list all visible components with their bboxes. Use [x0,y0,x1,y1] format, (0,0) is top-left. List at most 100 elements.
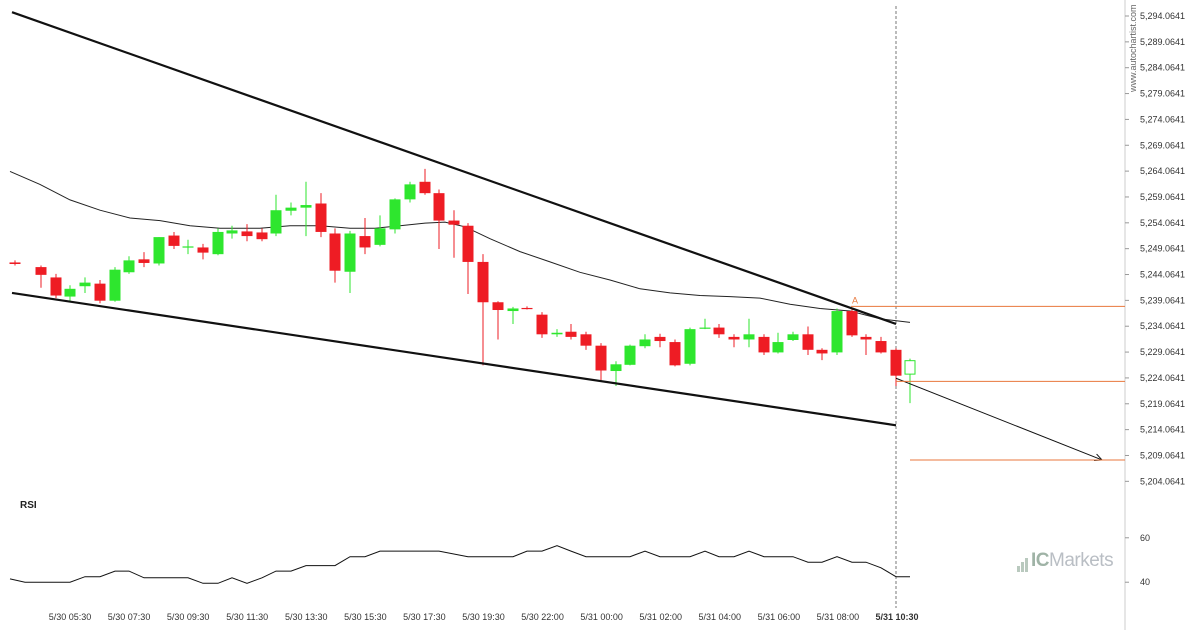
candle-body [728,336,740,340]
candle-body [904,360,916,375]
candle-body [270,210,282,234]
candle [300,181,312,237]
candle [79,277,91,293]
candle-body [433,193,445,221]
x-tick-label: 5/30 07:30 [108,612,151,622]
candle [728,334,740,348]
candle-body [182,246,194,248]
candle [226,225,238,239]
candle-body [846,311,858,336]
candle-body [300,205,312,208]
candle [374,215,386,247]
candle-body [344,233,356,272]
candle [684,327,696,366]
y-tick-label: 5,219.0641 [1140,399,1185,409]
candle [212,228,224,256]
candle [433,189,445,249]
candle-body [521,307,533,310]
y-tick-label: 5,284.0641 [1140,63,1185,73]
candle [565,323,577,340]
candle [329,228,341,283]
candle [419,168,431,195]
candle-body [329,233,341,271]
x-axis: 5/30 05:30 5/30 07:30 5/30 09:30 5/30 11:30… [49,612,919,622]
candle-body [419,181,431,194]
candle [743,318,755,348]
candle-body [802,334,814,350]
rsi-y-axis: 60 40 [1125,533,1150,587]
candle [285,202,297,216]
candle [831,308,843,355]
y-tick-label: 5,289.0641 [1140,37,1185,47]
candle [153,237,165,266]
rsi-label: RSI [20,500,37,511]
candle [816,348,828,361]
candle-body [684,329,696,364]
candle-body [374,228,386,245]
candle [197,243,209,260]
moving-average-line [9,170,911,323]
y-tick-label: 5,254.0641 [1140,218,1185,228]
autochartist-watermark: www.autochartist.com [1128,4,1138,93]
candle-body [315,203,327,232]
moving-average [9,170,911,323]
candle [123,256,135,274]
candle-body [359,236,371,248]
candle [404,181,416,203]
candle-body [168,235,180,246]
x-tick-label: 5/30 15:30 [344,612,387,622]
x-tick-label: 5/30 11:30 [226,612,268,622]
rsi-y-tick-label: 60 [1140,533,1150,543]
candle [610,361,622,387]
candle-body [787,334,799,340]
candle-body [79,282,91,287]
y-tick-label: 5,264.0641 [1140,166,1185,176]
candle [507,306,519,324]
icmarkets-logo: ICMarkets [1017,550,1114,572]
x-tick-label: 5/31 10:30 [875,612,918,622]
brand-prefix: IC [1031,550,1050,572]
x-tick-label: 5/30 22:00 [521,612,564,622]
x-tick-label: 5/30 13:30 [285,612,328,622]
candle-body [890,349,902,376]
candle-body [462,225,474,262]
candle [64,285,76,302]
candle-body [507,308,519,312]
y-tick-label: 5,204.0641 [1140,476,1185,486]
y-tick-label: 5,279.0641 [1140,89,1185,99]
candle-body [580,334,592,346]
candle-body [64,288,76,297]
candle [904,358,916,404]
candlesticks [9,168,916,404]
candle-body [699,327,711,329]
candle-body [50,277,62,296]
candle-body [875,341,887,353]
candle [875,336,887,354]
candle [758,334,770,355]
y-tick-label: 5,224.0641 [1140,373,1185,383]
candle [536,312,548,338]
candle-body [743,334,755,340]
candle [639,334,651,349]
candle [669,339,681,367]
candle [713,323,725,338]
candle [9,260,21,266]
candle-body [285,207,297,211]
x-tick-label: 5/30 17:30 [403,612,446,622]
x-tick-label: 5/30 09:30 [167,612,210,622]
x-tick-label: 5/31 00:00 [580,612,623,622]
y-tick-label: 5,274.0641 [1140,114,1185,124]
candle-body [536,314,548,335]
candle [846,308,858,337]
candle [860,334,872,355]
candle [138,252,150,268]
channel-lines [11,11,1104,462]
candle-body [389,199,401,230]
x-tick-label: 5/31 02:00 [639,612,682,622]
candle-body [654,336,666,342]
candle-body [669,342,681,366]
candle [344,230,356,293]
y-tick-label: 5,259.0641 [1140,192,1185,202]
channel-lower-line [11,291,897,427]
candle [654,333,666,348]
